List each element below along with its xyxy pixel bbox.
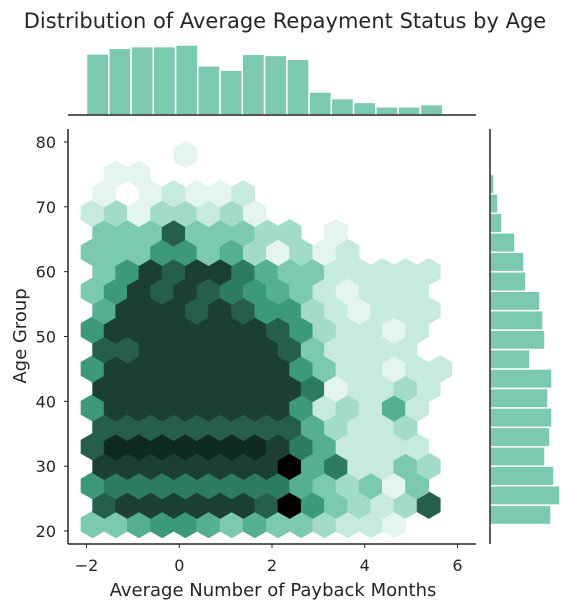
x-hist-bar [419,103,444,116]
hexbin-cell [231,180,256,208]
x-hist-bar [152,45,177,116]
y-hist-bar [489,426,551,448]
x-tick-label: 2 [267,556,277,575]
x-hist-bar [352,101,377,116]
x-tick-label: 0 [174,556,184,575]
y-tick-label: 60 [36,263,56,282]
hexbin-layer [80,141,453,539]
y-hist-bar [489,484,561,506]
y-hist-bar [489,193,499,215]
x-tick-label: 6 [452,556,462,575]
x-hist-bar [397,106,422,116]
marginal-x-histogram [68,44,476,116]
x-axis-label: Average Number of Payback Months [110,580,437,601]
x-hist-bar [375,106,399,116]
x-hist-bar [108,47,132,116]
hexbin-cell [127,160,151,189]
x-hist-bar [219,69,244,116]
y-tick-label: 40 [36,392,56,411]
y-hist-bar [489,270,527,292]
marginal-y-histogram [489,129,561,544]
y-tick-label: 50 [36,328,56,347]
chart-title: Distribution of Average Repayment Status… [24,9,546,33]
axes: −2 0 2 4 6 20 30 40 50 60 70 80 [36,129,476,575]
y-hist-bar [489,504,552,526]
hexbin-cell [324,218,348,247]
x-hist-bar [286,58,310,116]
y-hist-bar [489,251,525,273]
x-hist-bar [174,44,199,116]
y-axis-label: Age Group [10,288,31,383]
x-hist-bar [85,53,110,116]
y-hist-bar [489,465,555,487]
x-hist-bar [263,54,288,116]
x-hist-bar [330,97,355,116]
y-hist-bar [489,387,549,409]
hexbin-cell [428,355,453,383]
y-hist-bar [489,290,541,312]
x-tick-label: −2 [75,556,99,575]
x-hist-bar [308,91,333,116]
y-tick-label: 20 [36,522,56,541]
x-hist-bar [197,65,221,116]
y-tick-label: 30 [36,457,56,476]
y-hist-bar [489,407,553,429]
y-hist-bar [489,309,544,331]
hexbin-cell [173,141,198,169]
y-hist-bar [489,368,553,390]
y-hist-bar [489,212,503,234]
x-hist-bar [241,53,266,116]
hexbin-cell [277,218,302,247]
x-hist-bar [130,45,155,116]
y-hist-bar [489,329,546,351]
hexbin-cell [416,257,441,286]
y-tick-label: 80 [36,133,56,152]
x-tick-label: 4 [360,556,370,575]
y-hist-bar [489,232,516,254]
y-hist-bar [489,348,531,370]
y-hist-bar [489,445,546,467]
y-tick-label: 70 [36,198,56,217]
